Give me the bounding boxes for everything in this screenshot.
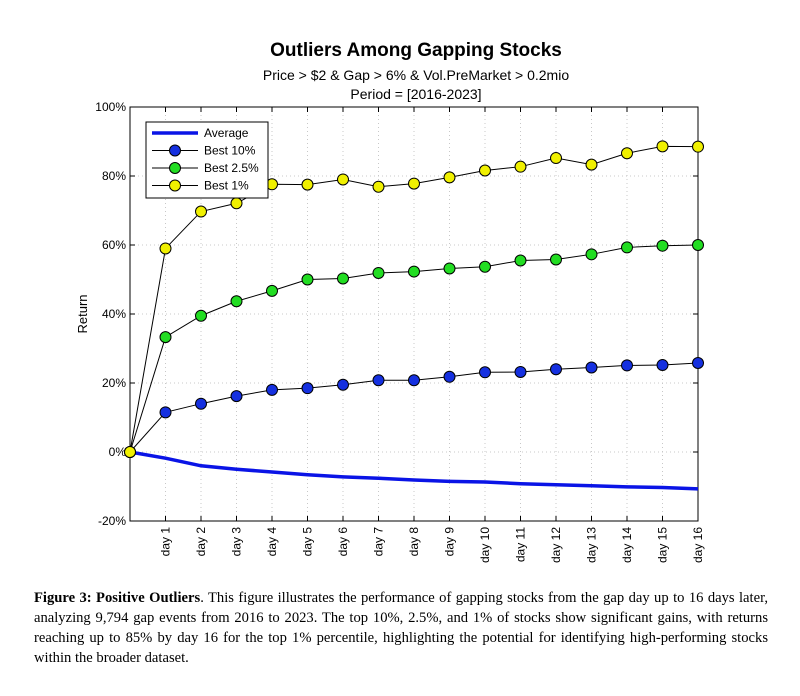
legend: Average Best 10% Best 2.5% Best 1%: [145, 121, 269, 199]
data-point: [479, 366, 491, 379]
x-tick-label: day 3: [230, 527, 244, 557]
y-tick-label: 0%: [109, 445, 127, 459]
chart-subtitle-line-1: Price > $2 & Gap > 6% & Vol.PreMarket > …: [263, 67, 569, 83]
data-point: [621, 359, 633, 372]
x-tick-label: day 9: [443, 527, 457, 557]
data-point: [230, 295, 243, 308]
data-point: [230, 197, 243, 210]
data-point: [408, 265, 420, 278]
legend-label: Best 2.5%: [204, 161, 259, 175]
data-point: [514, 365, 527, 378]
legend-swatch-marker: [169, 179, 181, 192]
legend-swatch-marker: [169, 144, 181, 157]
x-tick-label: day 11: [514, 527, 528, 562]
y-tick-label: 80%: [102, 169, 126, 183]
data-point: [621, 241, 633, 254]
caption-text: . This figure illustrates the performanc…: [34, 590, 768, 666]
data-point: [550, 152, 562, 165]
y-tick-label: 20%: [102, 376, 126, 390]
data-point: [621, 147, 633, 160]
data-point: [195, 309, 207, 322]
series-group: [124, 140, 704, 491]
x-tick-label: day 15: [656, 527, 670, 563]
x-tick-label: day 6: [336, 527, 350, 557]
x-tick-label: day 13: [585, 527, 599, 563]
data-point: [159, 242, 172, 255]
data-point: [479, 260, 491, 273]
x-tick-label: day 14: [620, 527, 634, 563]
chart-title: Outliers Among Gapping Stocks: [270, 40, 562, 61]
x-tick-label: day 8: [407, 527, 421, 557]
series-line-average: [129, 450, 699, 491]
y-axis: -20% 0% 20% 40% 60% 80% 100%: [95, 100, 698, 528]
data-point: [159, 406, 172, 419]
y-tick-label: 60%: [102, 238, 126, 252]
x-tick-label: day 4: [265, 527, 279, 557]
caption-label: Figure 3: Positive Outliers: [34, 590, 201, 606]
data-point: [656, 359, 669, 372]
data-point: [585, 248, 598, 261]
data-point: [692, 356, 704, 369]
chart: Outliers Among Gapping Stocks Price > $2…: [75, 40, 705, 563]
y-tick-label: -20%: [98, 514, 126, 528]
data-point: [550, 363, 562, 376]
chart-subtitle-line-2: Period = [2016-2023]: [350, 86, 481, 102]
data-point: [301, 178, 314, 191]
x-axis: day 1 day 2 day 3 day 4 day 5 day 6 day 7 day 8…: [129, 107, 705, 563]
data-point: [585, 158, 598, 171]
figure-caption: Figure 3: Positive Outliers. This figure…: [34, 588, 768, 668]
data-point: [372, 374, 385, 387]
data-point: [266, 284, 278, 297]
legend-swatch-marker: [169, 162, 181, 174]
data-point: [301, 273, 314, 286]
data-point: [443, 262, 456, 275]
data-point: [372, 266, 385, 279]
data-point: [266, 383, 278, 396]
x-tick-label: day 5: [301, 527, 315, 557]
data-point: [443, 171, 456, 184]
data-point: [372, 180, 385, 193]
legend-label: Average: [204, 126, 249, 140]
y-tick-label: 100%: [95, 100, 126, 114]
data-point: [692, 140, 704, 153]
x-tick-label: day 7: [372, 527, 386, 557]
x-tick-label: day 10: [478, 527, 492, 563]
x-tick-label: day 12: [549, 527, 563, 563]
data-point: [585, 361, 598, 374]
data-point: [514, 160, 527, 173]
data-point: [550, 253, 562, 266]
legend-label: Best 1%: [204, 179, 249, 193]
data-point: [124, 446, 136, 458]
data-point: [408, 374, 420, 387]
data-point: [337, 272, 349, 285]
y-axis-label: Return: [75, 294, 90, 333]
data-point: [479, 164, 491, 177]
x-tick-label: day 16: [691, 527, 705, 563]
data-point: [195, 397, 207, 410]
x-tick-label: day 1: [159, 527, 173, 557]
data-point: [408, 177, 420, 190]
data-point: [301, 382, 314, 395]
data-point: [159, 331, 172, 344]
data-point: [656, 140, 669, 153]
legend-label: Best 10%: [204, 144, 256, 158]
data-point: [692, 239, 704, 251]
data-point: [443, 370, 456, 383]
data-point: [230, 390, 243, 403]
x-tick-label: day 2: [194, 527, 208, 557]
data-point: [656, 239, 669, 252]
data-point: [337, 378, 349, 391]
y-tick-label: 40%: [102, 307, 126, 321]
data-point: [514, 254, 527, 267]
data-point: [195, 205, 207, 218]
data-point: [337, 173, 349, 186]
